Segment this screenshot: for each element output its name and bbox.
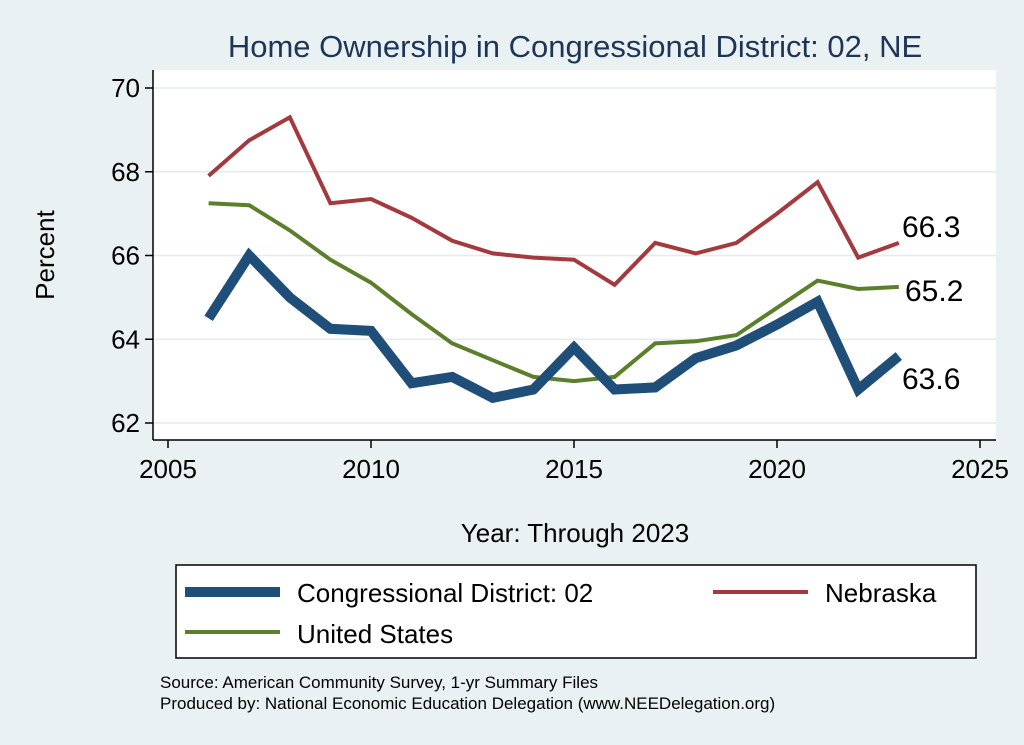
legend-label-1: Nebraska <box>825 578 937 608</box>
source-note: Source: American Community Survey, 1-yr … <box>160 673 598 692</box>
end-label-0: 63.6 <box>902 363 960 396</box>
y-axis-title: Percent <box>30 209 60 299</box>
x-tick-label-2015: 2015 <box>545 454 603 484</box>
y-tick-label-70: 70 <box>111 73 140 103</box>
end-labels: 63.6 66.3 65.2 <box>902 211 963 396</box>
chart-title: Home Ownership in Congressional District… <box>228 29 922 64</box>
series-line-0 <box>204 247 902 404</box>
legend-box <box>175 564 977 659</box>
series-line-1 <box>207 114 900 288</box>
x-tick-label-2025: 2025 <box>951 454 1009 484</box>
y-tick-label-68: 68 <box>111 157 140 187</box>
series-line-2 <box>208 201 899 384</box>
end-label-2: 65.2 <box>905 275 963 308</box>
series-lines <box>204 114 902 404</box>
legend-label-0: Congressional District: 02 <box>297 578 593 608</box>
x-tick-label-2020: 2020 <box>748 454 806 484</box>
x-tick-label-2005: 2005 <box>139 454 197 484</box>
producer-note: Produced by: National Economic Education… <box>160 694 775 713</box>
axes: 62 64 66 68 70 2005 2010 2015 2020 2025 <box>111 70 1009 484</box>
y-tick-label-66: 66 <box>111 241 140 271</box>
y-tick-label-64: 64 <box>111 324 140 354</box>
x-tick-label-2010: 2010 <box>342 454 400 484</box>
legend-label-2: United States <box>297 619 453 649</box>
legend: Congressional District: 02 Nebraska United… <box>175 564 977 659</box>
end-label-1: 66.3 <box>902 211 960 244</box>
y-tick-label-62: 62 <box>111 408 140 438</box>
x-axis-title: Year: Through 2023 <box>461 518 689 548</box>
